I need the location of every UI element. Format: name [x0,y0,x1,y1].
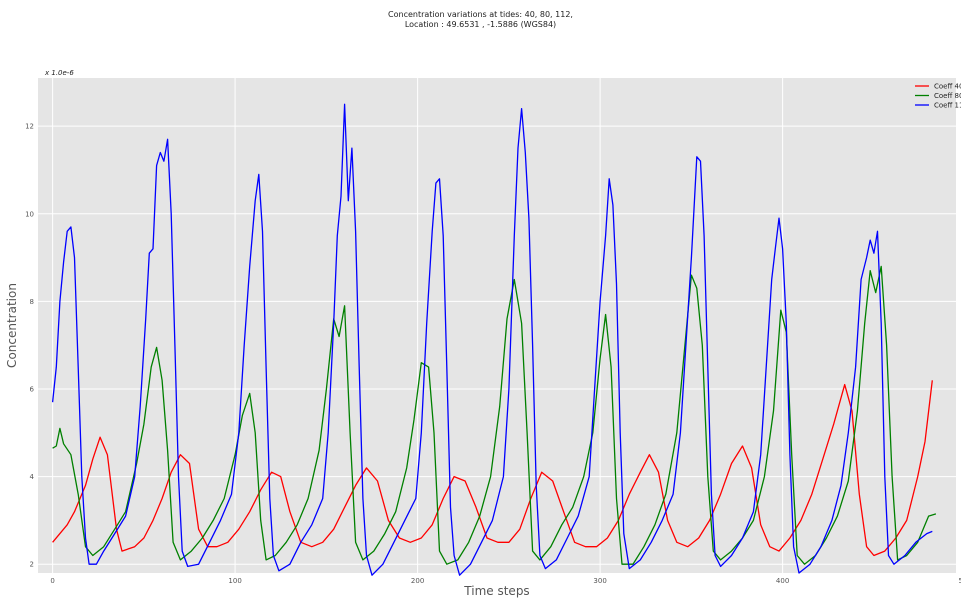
series-lines [51,103,937,576]
y-axis-ticks: 2 4 6 8 10 12 [25,123,34,569]
x-axis-ticks: 0 100 200 300 400 500 [50,577,961,585]
y-scale-multiplier: x 1.0e-6 [44,69,74,77]
y-tick-label: 12 [25,123,34,131]
chart-title-line-2: Location : 49.6531 , -1.5886 (WGS84) [404,20,557,29]
x-tick-label: 100 [228,577,241,585]
y-tick-label: 6 [30,386,35,394]
chart-title: Concentration variations at tides: 40, 8… [0,10,961,30]
legend-label-coeff-112: Coeff 112 [934,102,961,110]
x-axis-label: Time steps [463,584,529,598]
grid-lines [38,78,956,573]
x-tick-label: 200 [411,577,424,585]
chart-title-line-1: Concentration variations at tides: 40, 8… [388,10,573,19]
legend-label-coeff-40: Coeff 40 [934,83,961,91]
x-tick-label: 0 [50,577,54,585]
y-tick-label: 8 [30,298,34,306]
legend-label-coeff-80: Coeff 80 [934,92,961,100]
x-tick-label: 400 [776,577,789,585]
series-line-coeff-80 [52,265,937,565]
y-tick-label: 10 [25,210,34,218]
x-tick-label: 300 [593,577,606,585]
x-tick-label: 500 [958,577,961,585]
plot-area [38,78,956,573]
y-tick-label: 4 [30,473,35,481]
series-line-coeff-112 [51,103,933,576]
y-axis-label: Concentration [5,283,19,368]
y-tick-label: 2 [30,561,34,569]
